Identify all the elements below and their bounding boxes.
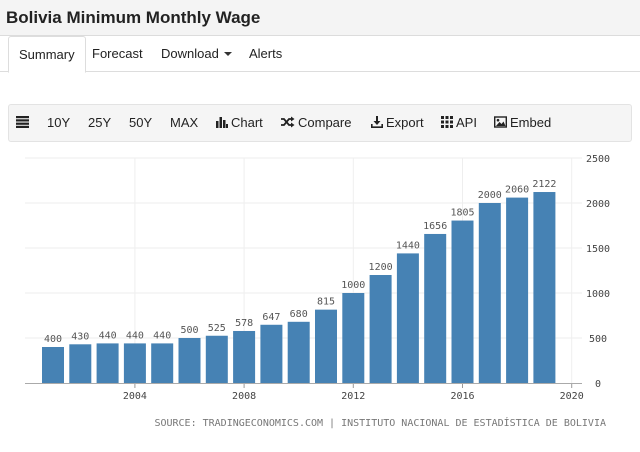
- data-label: 680: [290, 309, 308, 320]
- data-label: 1656: [423, 221, 447, 232]
- tab-bar: Summary Forecast Download Alerts: [0, 36, 640, 73]
- export-button[interactable]: Export: [371, 105, 424, 141]
- x-tick-label: 2004: [123, 391, 147, 402]
- bar: [260, 324, 283, 383]
- tab-forecast[interactable]: Forecast: [92, 46, 143, 61]
- x-tick-label: 2008: [232, 391, 256, 402]
- chart-button[interactable]: Chart: [216, 105, 263, 141]
- embed-button-label: Embed: [510, 115, 552, 130]
- bar: [42, 347, 64, 383]
- api-button-label: API: [456, 115, 477, 130]
- data-label: 1805: [450, 208, 474, 219]
- data-label: 440: [153, 330, 171, 341]
- data-label: 578: [235, 318, 253, 329]
- bar: [69, 344, 92, 383]
- bar: [478, 203, 501, 383]
- bar: [96, 343, 119, 383]
- data-label: 1200: [369, 262, 393, 273]
- bar: [396, 253, 419, 383]
- title-bar: Bolivia Minimum Monthly Wage: [0, 0, 640, 36]
- bar: [451, 220, 474, 383]
- caret-down-icon: [223, 51, 232, 56]
- bar: [315, 309, 337, 383]
- range-max-button[interactable]: MAX: [170, 115, 199, 130]
- page-title: Bolivia Minimum Monthly Wage: [6, 8, 261, 27]
- data-label: 1000: [341, 280, 365, 291]
- embed-button[interactable]: Embed: [493, 105, 552, 141]
- compare-button[interactable]: Compare: [281, 105, 351, 141]
- x-tick-label: 2020: [560, 391, 584, 402]
- bar: [342, 293, 365, 383]
- chart-toolbar: 10Y 25Y 50Y MAX Chart Compare Export API…: [8, 104, 632, 142]
- data-label: 2000: [478, 190, 502, 201]
- bar: [287, 321, 310, 383]
- bar: [533, 192, 556, 383]
- bar: [424, 233, 447, 383]
- y-tick-label: 2500: [586, 154, 610, 165]
- image-icon: [493, 116, 508, 128]
- y-tick-label: 500: [589, 334, 607, 345]
- data-label: 647: [262, 312, 280, 323]
- x-tick-label: 2012: [341, 391, 365, 402]
- data-label: 1440: [396, 240, 420, 251]
- bar: [178, 338, 201, 383]
- chart-button-label: Chart: [231, 115, 263, 130]
- tab-download-label: Download: [161, 46, 219, 61]
- range-10y-button[interactable]: 10Y: [47, 115, 71, 130]
- data-label: 2060: [505, 185, 529, 196]
- data-label: 500: [180, 325, 198, 336]
- x-tick-label: 2016: [450, 391, 474, 402]
- data-label: 440: [126, 330, 144, 341]
- tab-download[interactable]: Download: [151, 36, 242, 72]
- wage-bar-chart: 0 500 1000 1500 2000 2500 2004 2008 2012 2016 2020…: [25, 154, 610, 402]
- range-50y-button[interactable]: 50Y: [129, 115, 153, 130]
- export-button-label: Export: [386, 115, 424, 130]
- table-view-button[interactable]: [16, 105, 32, 141]
- tab-summary[interactable]: Summary: [8, 36, 86, 73]
- data-label: 815: [317, 297, 335, 308]
- y-tick-label: 2000: [586, 199, 610, 210]
- bar: [123, 343, 146, 383]
- bar: [233, 330, 256, 383]
- data-label: 400: [44, 334, 62, 345]
- grid-icon: [441, 116, 453, 129]
- range-25y-button[interactable]: 25Y: [88, 115, 112, 130]
- data-label: 430: [71, 331, 89, 342]
- source-note: SOURCE: TRADINGECONOMICS.COM | INSTITUTO…: [154, 418, 606, 429]
- bar-chart-icon: [216, 117, 228, 129]
- shuffle-icon: [281, 116, 295, 128]
- y-tick-label: 1000: [586, 289, 610, 300]
- chart-area: 0 500 1000 1500 2000 2500 2004 2008 2012 2016 2020…: [0, 148, 640, 452]
- bar: [369, 275, 392, 383]
- bar: [205, 335, 228, 383]
- y-tick-label: 1500: [586, 244, 610, 255]
- tab-alerts[interactable]: Alerts: [249, 46, 283, 61]
- bar: [506, 197, 529, 383]
- download-icon: [371, 116, 383, 129]
- data-label: 2122: [532, 179, 556, 190]
- data-label: 440: [99, 330, 117, 341]
- y-tick-label: 0: [595, 379, 601, 390]
- bar: [151, 343, 174, 383]
- api-button[interactable]: API: [441, 105, 477, 141]
- table-icon: [16, 116, 29, 129]
- data-label: 525: [208, 323, 226, 334]
- compare-button-label: Compare: [298, 115, 352, 130]
